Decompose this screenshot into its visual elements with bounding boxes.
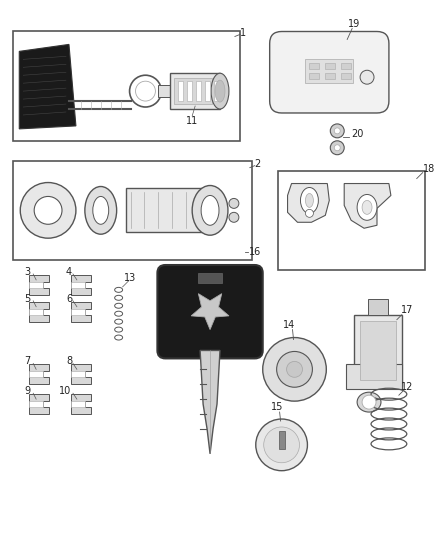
Circle shape: [277, 351, 312, 387]
Text: 5: 5: [24, 294, 30, 304]
Circle shape: [330, 141, 344, 155]
Bar: [126, 189, 203, 232]
Bar: [278, 171, 425, 270]
Text: 1: 1: [240, 28, 246, 38]
Circle shape: [229, 212, 239, 222]
Bar: [325, 63, 335, 69]
Text: 16: 16: [249, 247, 261, 257]
Ellipse shape: [192, 185, 228, 235]
Circle shape: [263, 337, 326, 401]
Circle shape: [20, 182, 76, 238]
Bar: [187, 81, 192, 101]
Bar: [71, 372, 85, 377]
Circle shape: [256, 419, 307, 471]
Bar: [309, 63, 319, 69]
Bar: [368, 299, 388, 314]
FancyBboxPatch shape: [270, 31, 389, 113]
Bar: [341, 63, 351, 69]
Circle shape: [330, 124, 344, 138]
Text: 8: 8: [66, 357, 72, 366]
Circle shape: [264, 427, 300, 463]
Ellipse shape: [357, 195, 377, 220]
Text: 18: 18: [423, 164, 435, 174]
Ellipse shape: [211, 73, 229, 109]
Bar: [325, 73, 335, 79]
Text: 3: 3: [24, 267, 30, 277]
Bar: [360, 321, 396, 380]
Bar: [279, 431, 285, 449]
Bar: [205, 81, 210, 101]
Text: 11: 11: [186, 116, 198, 126]
Text: 17: 17: [401, 305, 413, 314]
Bar: [71, 309, 85, 314]
Polygon shape: [29, 394, 49, 414]
Polygon shape: [288, 183, 329, 222]
Text: 12: 12: [401, 382, 413, 392]
Circle shape: [135, 81, 155, 101]
Bar: [305, 59, 353, 83]
Bar: [159, 85, 170, 97]
Bar: [174, 78, 212, 104]
Bar: [346, 365, 402, 389]
Ellipse shape: [305, 193, 314, 207]
Ellipse shape: [85, 187, 117, 234]
Ellipse shape: [215, 80, 225, 102]
Text: 10: 10: [59, 386, 71, 396]
Polygon shape: [71, 365, 91, 384]
Polygon shape: [344, 183, 391, 228]
Bar: [13, 160, 252, 260]
Text: 6: 6: [66, 294, 72, 304]
Text: 2: 2: [254, 159, 261, 168]
Polygon shape: [71, 302, 91, 321]
Text: 4: 4: [66, 267, 72, 277]
Polygon shape: [200, 351, 220, 454]
Text: 13: 13: [124, 273, 137, 283]
Polygon shape: [29, 275, 49, 295]
Bar: [71, 282, 85, 288]
Bar: [198, 273, 222, 283]
Polygon shape: [71, 394, 91, 414]
Bar: [29, 309, 43, 314]
Text: 15: 15: [272, 402, 284, 412]
Ellipse shape: [93, 197, 109, 224]
Bar: [13, 31, 240, 141]
Polygon shape: [29, 302, 49, 321]
Polygon shape: [19, 44, 76, 129]
Bar: [309, 73, 319, 79]
Circle shape: [334, 145, 340, 151]
Ellipse shape: [300, 188, 318, 213]
Bar: [196, 81, 201, 101]
Bar: [178, 81, 183, 101]
Bar: [354, 314, 402, 386]
Bar: [29, 282, 43, 288]
Circle shape: [305, 209, 314, 217]
Circle shape: [286, 361, 303, 377]
FancyBboxPatch shape: [157, 265, 263, 358]
Text: 9: 9: [24, 386, 30, 396]
Text: 20: 20: [351, 129, 363, 139]
Circle shape: [229, 198, 239, 208]
Ellipse shape: [201, 196, 219, 225]
Bar: [29, 401, 43, 407]
Text: 14: 14: [283, 320, 296, 329]
Circle shape: [34, 197, 62, 224]
Circle shape: [362, 395, 376, 409]
Bar: [71, 401, 85, 407]
Text: 7: 7: [24, 357, 30, 366]
Bar: [214, 81, 219, 101]
Text: 19: 19: [348, 19, 360, 29]
Polygon shape: [71, 275, 91, 295]
Circle shape: [334, 128, 340, 134]
Bar: [170, 73, 220, 109]
Circle shape: [130, 75, 161, 107]
Polygon shape: [191, 294, 229, 329]
Bar: [29, 372, 43, 377]
Ellipse shape: [362, 200, 372, 214]
Polygon shape: [29, 365, 49, 384]
Bar: [341, 73, 351, 79]
Ellipse shape: [357, 392, 381, 412]
Circle shape: [360, 70, 374, 84]
